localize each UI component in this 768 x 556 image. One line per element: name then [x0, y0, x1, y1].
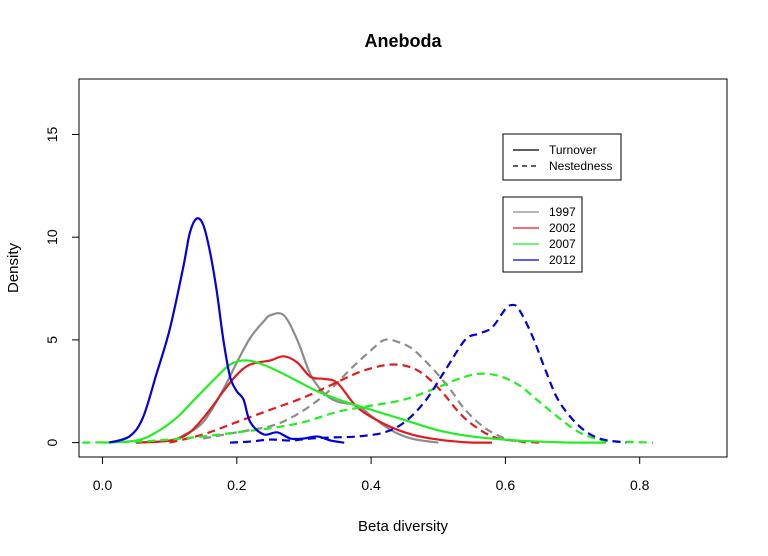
density-line-2002-nestedness — [169, 363, 540, 444]
legend-year-label: 1997 — [549, 205, 576, 219]
x-tick-label: 0.8 — [630, 477, 650, 493]
density-line-2012-nestedness — [230, 303, 627, 444]
legend-year-label: 2002 — [549, 221, 576, 235]
legend-year-label: 2012 — [549, 253, 576, 267]
legend-linetype-label: Turnover — [549, 143, 597, 157]
plot-frame — [78, 78, 728, 458]
y-axis-label: Density — [5, 242, 22, 293]
density-line-2012-turnover — [108, 217, 345, 444]
legend-year: 1997 2002 2007 2012 — [502, 196, 583, 273]
x-axis-label: Beta diversity — [358, 518, 449, 535]
legend-linetype: Turnover Nestedness — [502, 133, 622, 181]
y-axis: 0 5 10 15 — [44, 126, 80, 447]
y-tick-label: 10 — [44, 229, 60, 245]
legend-year-label: 2007 — [549, 237, 576, 251]
legend-linetype-label: Nestedness — [549, 159, 612, 173]
chart-title: Aneboda — [364, 31, 442, 51]
x-axis: 0.0 0.2 0.4 0.6 0.8 — [93, 456, 650, 493]
y-tick-label: 5 — [44, 336, 60, 344]
density-line-2007-nestedness — [82, 372, 654, 444]
legend-linetype-box — [502, 133, 622, 181]
density-line-2002-turnover — [136, 355, 492, 444]
x-tick-label: 0.4 — [361, 477, 381, 493]
density-line-1997-nestedness — [203, 338, 526, 444]
y-tick-label: 15 — [44, 126, 60, 142]
density-line-2007-turnover — [102, 359, 607, 444]
y-tick-label: 0 — [44, 439, 60, 447]
x-tick-label: 0.2 — [227, 477, 247, 493]
series-layer — [82, 217, 654, 444]
x-tick-label: 0.0 — [93, 477, 113, 493]
density-line-1997-turnover — [136, 312, 439, 444]
x-tick-label: 0.6 — [496, 477, 516, 493]
